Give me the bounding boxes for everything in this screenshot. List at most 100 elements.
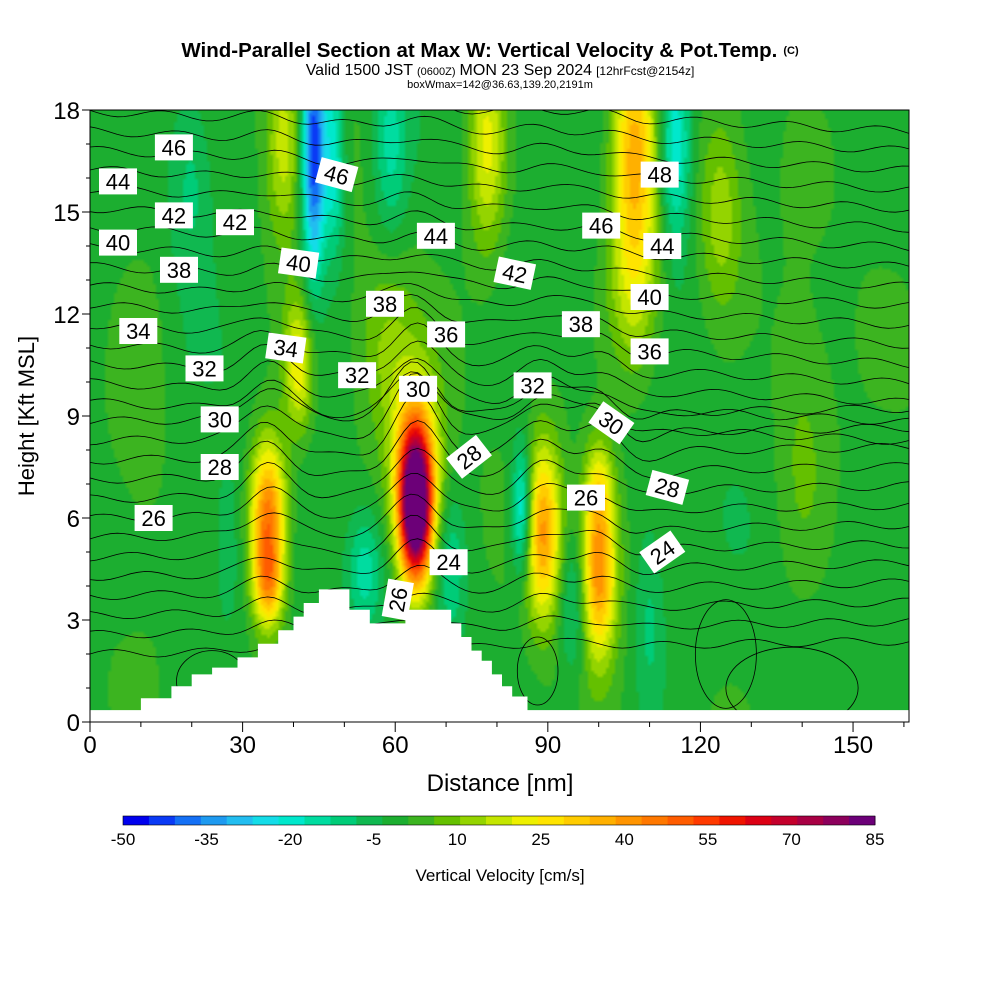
- theta-contour-line: [90, 262, 909, 309]
- colorbar-tick-label: -20: [278, 830, 303, 849]
- theta-label: 44: [643, 233, 682, 259]
- colorbar-tick-label: -5: [366, 830, 381, 849]
- theta-contour-line: [516, 636, 559, 706]
- colorbar-label: Vertical Velocity [cm/s]: [415, 866, 584, 885]
- theta-contour-line: [90, 615, 909, 639]
- colorbar-swatch: [641, 816, 669, 825]
- theta-label: 34: [265, 332, 307, 364]
- theta-label-text: 42: [223, 210, 247, 235]
- theta-contour-line: [694, 599, 757, 709]
- theta-label-box: [134, 505, 173, 531]
- y-tick-label: 18: [53, 98, 80, 125]
- theta-label-box: [582, 212, 621, 239]
- theta-label-box: [427, 321, 466, 348]
- theta-label-box: [200, 454, 239, 480]
- theta-label: 26: [381, 578, 414, 621]
- theta-label: 36: [427, 321, 466, 348]
- theta-label-text: 42: [500, 259, 529, 289]
- theta-contour-line: [90, 392, 909, 465]
- theta-label-box: [154, 134, 193, 161]
- theta-label-text: 40: [106, 231, 130, 256]
- colorbar-tick-label: 40: [615, 830, 634, 849]
- theta-label-box: [338, 362, 377, 389]
- theta-label-box: [645, 469, 690, 505]
- theta-label-text: 38: [569, 312, 593, 337]
- theta-contour-line: [90, 473, 909, 522]
- colorbar-swatch: [174, 816, 202, 825]
- theta-label: 28: [645, 469, 690, 505]
- theta-label: 38: [366, 290, 404, 317]
- theta-label: 32: [185, 355, 224, 382]
- theta-contour-line: [90, 371, 909, 445]
- theta-label-text: 28: [207, 455, 231, 480]
- theta-label-box: [314, 157, 359, 193]
- theta-label-text: 34: [272, 334, 300, 362]
- theta-label: 36: [630, 338, 669, 365]
- theta-label-text: 36: [637, 339, 661, 364]
- theta-label-box: [277, 247, 320, 279]
- plot-area: 46 44 46 48 42 42 44 46 40 44 38 40 42 40 38 38 34 36 34 36…: [89, 109, 910, 723]
- theta-label-text: 42: [162, 203, 186, 228]
- x-tick-label: 60: [382, 732, 409, 759]
- theta-label-text: 32: [520, 373, 544, 398]
- theta-label: 32: [338, 362, 377, 389]
- colorbar-swatch: [408, 816, 435, 825]
- theta-label-text: 38: [373, 292, 397, 317]
- colorbar-swatch: [511, 816, 539, 825]
- theta-contour-line: [725, 646, 859, 722]
- y-axis-label: Height [Kft MSL]: [14, 336, 39, 496]
- y-tick-label: 0: [67, 710, 80, 737]
- colorbar-swatch: [797, 816, 824, 825]
- theta-label-box: [265, 332, 307, 364]
- theta-label-box: [643, 233, 682, 259]
- theta-label-text: 44: [650, 234, 674, 259]
- theta-label-box: [429, 549, 468, 576]
- theta-label: 42: [493, 256, 537, 290]
- theta-contour-line: [90, 637, 909, 658]
- theta-label-box: [513, 372, 552, 399]
- theta-label-box: [561, 311, 600, 338]
- theta-contour-line: [90, 340, 909, 405]
- colorbar-tick-label: -50: [111, 830, 136, 849]
- theta-label: 40: [277, 247, 320, 279]
- colorbar-tick-label: 85: [866, 830, 885, 849]
- colorbar-tick-label: -35: [194, 830, 219, 849]
- theta-label-text: 30: [406, 377, 430, 402]
- colorbar-swatch: [537, 816, 565, 825]
- theta-label: 46: [314, 157, 359, 193]
- theta-label-box: [160, 256, 198, 283]
- theta-label: 28: [200, 454, 239, 480]
- colorbar-tick-label: 10: [448, 830, 467, 849]
- theta-label: 44: [99, 168, 137, 195]
- colorbar-swatch: [849, 816, 876, 825]
- colorbar-tick-label: 25: [531, 830, 550, 849]
- x-tick-label: 150: [833, 732, 873, 759]
- theta-label-box: [639, 530, 686, 574]
- theta-label-box: [200, 406, 239, 433]
- theta-label-text: 26: [574, 486, 598, 511]
- colorbar-swatch: [460, 816, 487, 825]
- colorbar-swatch: [589, 816, 617, 825]
- theta-contour-line: [90, 358, 909, 425]
- x-tick-label: 90: [534, 732, 561, 759]
- theta-label: 42: [154, 202, 193, 229]
- chart-title: Wind-Parallel Section at Max W: Vertical…: [181, 39, 799, 62]
- theta-label: 24: [429, 549, 468, 576]
- theta-contour-line: [452, 110, 909, 134]
- colorbar-swatch: [382, 816, 409, 825]
- theta-label-box: [588, 401, 635, 445]
- theta-contour-line: [90, 307, 909, 368]
- x-tick-label: 120: [680, 732, 720, 759]
- theta-label-text: 34: [126, 319, 150, 344]
- terrain-mask: [90, 589, 909, 722]
- theta-contour-line: [90, 514, 909, 562]
- theta-label-text: 26: [384, 585, 413, 613]
- theta-label: 48: [640, 161, 679, 188]
- theta-contour-line: [90, 293, 909, 349]
- theta-label: 46: [154, 134, 193, 161]
- theta-label: 32: [513, 372, 552, 399]
- colorbar-tick-label: 70: [782, 830, 801, 849]
- theta-label: 42: [216, 209, 254, 236]
- theta-label-text: 26: [141, 506, 165, 531]
- theta-label-box: [493, 256, 537, 290]
